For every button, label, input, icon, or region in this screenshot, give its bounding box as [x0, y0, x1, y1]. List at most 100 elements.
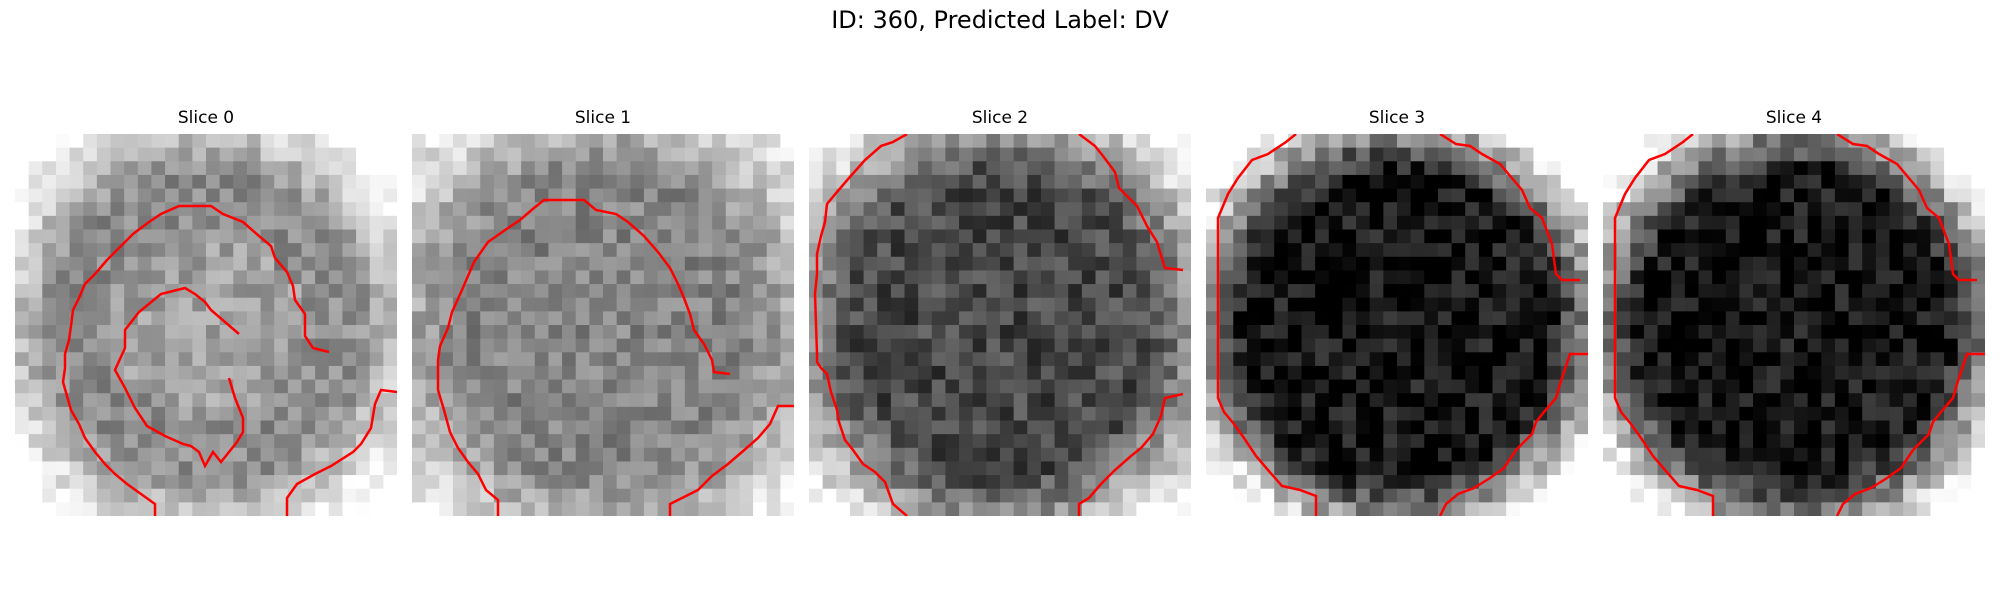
pixel [1122, 502, 1138, 516]
pixel [1342, 161, 1357, 176]
pixel [1478, 202, 1494, 217]
pixel [369, 420, 384, 435]
pixel [931, 188, 947, 203]
pixel [589, 215, 604, 231]
pixel [356, 174, 371, 190]
pixel [1671, 365, 1686, 381]
pixel [124, 447, 139, 463]
pixel [1451, 229, 1466, 244]
pixel [1671, 502, 1686, 516]
pixel [192, 297, 207, 312]
pixel [1492, 461, 1507, 476]
pixel [1889, 297, 1904, 312]
pixel [1560, 338, 1575, 353]
pixel [110, 147, 125, 162]
pixel [1246, 174, 1262, 190]
pixel [1109, 393, 1124, 408]
pixel [383, 338, 397, 353]
pixel [1657, 174, 1672, 190]
pixel [1807, 393, 1822, 408]
pixel [246, 202, 262, 217]
pixel [1328, 311, 1344, 326]
pixel [1054, 406, 1069, 422]
pixel [1356, 215, 1371, 231]
pixel [1753, 379, 1768, 394]
pixel [1013, 134, 1028, 149]
pixel [766, 434, 781, 449]
pixel [766, 284, 781, 299]
pixel [1068, 365, 1083, 381]
pixel [1000, 434, 1015, 449]
pixel [836, 147, 851, 162]
pixel [809, 188, 824, 203]
pixel [301, 434, 316, 449]
pixel [630, 502, 645, 516]
pixel [863, 243, 878, 258]
pixel [1369, 161, 1384, 176]
pixel [260, 420, 275, 435]
pixel [1957, 202, 1972, 217]
pixel [918, 488, 933, 503]
pixel [206, 256, 221, 272]
pixel [534, 420, 550, 435]
pixel [1698, 256, 1713, 272]
pixel [863, 188, 878, 203]
pixel [521, 270, 536, 285]
pixel [452, 475, 468, 490]
pixel [1163, 243, 1178, 258]
pixel [863, 352, 878, 367]
pixel [28, 297, 43, 312]
pixel [1574, 338, 1588, 353]
pixel [42, 229, 57, 244]
pixel [1780, 393, 1795, 408]
pixel [69, 352, 84, 367]
pixel [1068, 284, 1083, 299]
pixel [836, 365, 851, 381]
pixel [766, 447, 781, 463]
pixel [315, 434, 330, 449]
pixel [1712, 488, 1727, 503]
pixel [1848, 202, 1863, 217]
pixel [1971, 338, 1985, 353]
pixel [69, 325, 84, 340]
pixel [1287, 256, 1303, 272]
pixel [493, 379, 509, 394]
pixel [1630, 188, 1645, 203]
pixel [83, 352, 98, 367]
pixel [1875, 215, 1891, 231]
pixel [1260, 134, 1275, 149]
pixel [480, 406, 495, 422]
pixel [1794, 461, 1809, 476]
pixel [1957, 270, 1972, 285]
pixel [766, 243, 781, 258]
pixel [1603, 188, 1618, 203]
pixel [192, 406, 207, 422]
pixel [1957, 229, 1972, 244]
pixel [1109, 365, 1124, 381]
pixel [1109, 447, 1124, 463]
pixel [1506, 297, 1521, 312]
pixel [15, 434, 30, 449]
pixel [1122, 284, 1138, 299]
pixel [301, 393, 316, 408]
pixel [836, 447, 851, 463]
pixel [616, 379, 631, 394]
pixel [562, 270, 577, 285]
pixel [1712, 202, 1727, 217]
pixel [83, 379, 98, 394]
pixel [766, 270, 781, 285]
pixel [1000, 325, 1015, 340]
pixel [1780, 174, 1795, 190]
pixel [246, 161, 262, 176]
pixel [1547, 365, 1562, 381]
pixel [1862, 393, 1877, 408]
pixel [1944, 475, 1959, 490]
pixel [562, 229, 577, 244]
pixel [766, 311, 781, 326]
slice-0-svg [15, 134, 397, 516]
pixel [1712, 284, 1727, 299]
pixel [1684, 270, 1700, 285]
pixel [110, 325, 125, 340]
pixel [1547, 215, 1562, 231]
pixel [328, 202, 344, 217]
